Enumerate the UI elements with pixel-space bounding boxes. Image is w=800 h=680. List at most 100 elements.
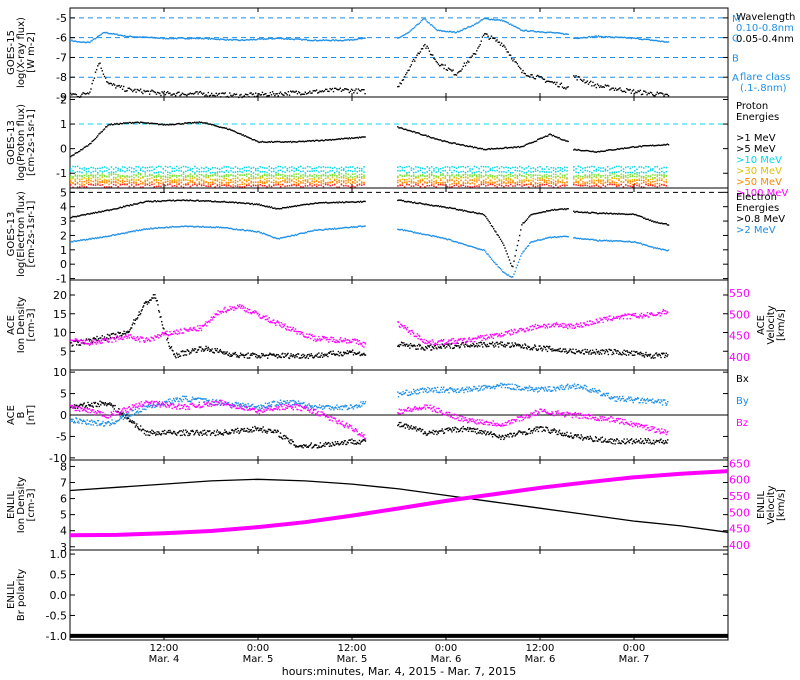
data-point xyxy=(473,171,476,174)
data-point xyxy=(345,200,347,203)
data-point xyxy=(575,179,577,181)
data-point xyxy=(356,166,359,169)
data-point xyxy=(322,39,325,41)
data-point xyxy=(469,145,471,147)
data-point xyxy=(530,29,532,32)
data-point xyxy=(516,244,519,247)
data-point xyxy=(488,147,490,150)
data-point xyxy=(549,210,551,212)
data-point xyxy=(309,182,311,184)
data-point xyxy=(428,173,431,176)
data-point xyxy=(507,178,510,180)
data-point xyxy=(234,182,237,184)
data-point xyxy=(541,31,543,33)
data-point xyxy=(81,185,83,187)
data-point xyxy=(426,171,428,173)
data-point xyxy=(557,175,559,177)
data-point xyxy=(222,226,224,229)
data-point xyxy=(142,166,144,168)
data-point xyxy=(493,37,495,40)
data-point xyxy=(509,275,512,278)
data-point xyxy=(600,176,602,179)
data-point xyxy=(354,167,356,170)
data-point xyxy=(397,181,399,184)
data-point xyxy=(98,210,100,213)
data-point xyxy=(612,87,614,89)
data-point xyxy=(558,32,560,34)
data-point xyxy=(167,91,169,93)
data-point xyxy=(541,179,544,181)
data-point xyxy=(646,218,648,220)
data-point xyxy=(586,37,589,39)
data-point xyxy=(584,238,586,240)
series-yellow xyxy=(70,176,668,182)
data-point xyxy=(493,18,495,21)
data-point xyxy=(243,356,246,359)
data-point xyxy=(111,333,113,335)
data-point xyxy=(259,94,261,96)
data-point xyxy=(303,38,305,41)
data-point xyxy=(347,176,349,179)
data-point xyxy=(509,23,512,25)
data-point xyxy=(409,201,411,203)
data-point xyxy=(196,170,198,172)
data-point xyxy=(543,211,546,213)
data-point xyxy=(399,165,401,168)
data-point xyxy=(108,180,110,183)
data-point xyxy=(575,37,577,39)
data-point xyxy=(162,182,164,185)
data-point xyxy=(320,202,322,204)
data-point xyxy=(312,356,314,359)
data-point xyxy=(405,229,407,232)
data-point xyxy=(259,166,262,168)
data-point xyxy=(411,60,414,63)
data-point xyxy=(110,166,113,168)
data-point xyxy=(85,41,88,44)
data-point xyxy=(162,200,164,202)
data-point xyxy=(526,218,529,220)
data-point xyxy=(414,201,416,203)
data-point xyxy=(160,166,162,168)
data-point xyxy=(182,354,185,357)
data-point xyxy=(167,180,169,182)
data-point xyxy=(620,177,622,179)
data-point xyxy=(437,181,440,184)
data-point xyxy=(79,171,81,173)
data-point xyxy=(647,184,650,187)
data-point xyxy=(173,178,176,181)
data-point xyxy=(336,88,338,90)
data-point xyxy=(80,149,82,151)
data-point xyxy=(239,352,242,354)
data-point xyxy=(664,41,666,43)
data-point xyxy=(187,169,189,172)
data-point xyxy=(556,209,558,211)
data-point xyxy=(561,176,564,179)
data-point xyxy=(191,170,194,173)
data-point xyxy=(606,181,609,183)
data-point xyxy=(206,37,208,39)
data-point xyxy=(142,121,144,124)
data-point xyxy=(638,215,640,217)
data-point xyxy=(300,185,302,188)
data-point xyxy=(643,243,645,246)
data-point xyxy=(321,202,323,204)
data-point xyxy=(596,36,599,38)
data-point xyxy=(311,230,313,232)
data-point xyxy=(268,140,270,143)
data-point xyxy=(341,201,344,203)
data-point xyxy=(588,176,591,179)
data-point xyxy=(627,166,629,168)
data-point xyxy=(611,36,613,38)
data-point xyxy=(130,175,133,177)
data-point xyxy=(345,226,347,229)
y-axis-label: [cm-2s-1sr-1] xyxy=(26,109,37,176)
data-point xyxy=(213,226,215,229)
data-point xyxy=(623,240,626,243)
data-point xyxy=(449,169,451,172)
data-point xyxy=(329,166,331,169)
data-point xyxy=(189,37,191,39)
data-point xyxy=(428,176,431,179)
data-point xyxy=(555,171,557,173)
data-point xyxy=(653,247,655,249)
data-point xyxy=(311,168,313,170)
